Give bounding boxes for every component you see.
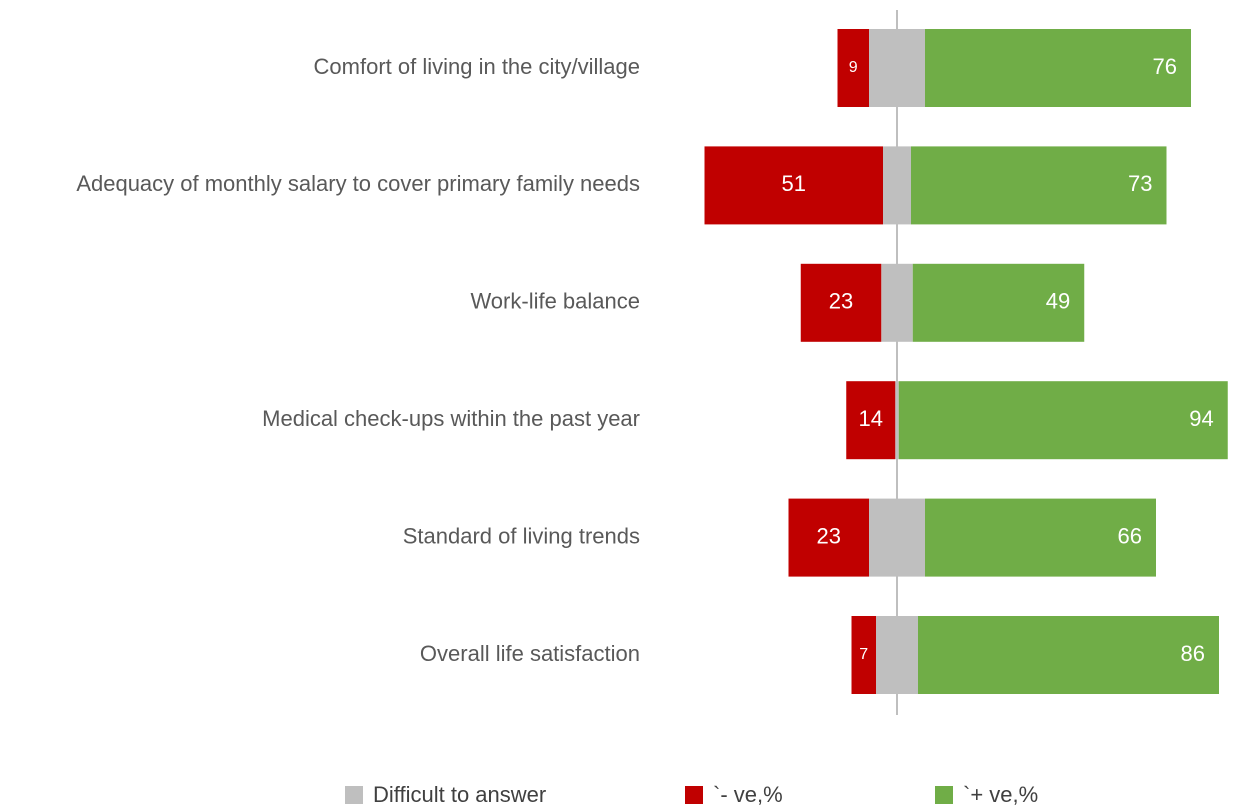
data-label: 14 xyxy=(859,406,883,431)
data-label: 9 xyxy=(849,59,858,76)
category-label: Comfort of living in the city/village xyxy=(314,54,640,79)
bar-negative xyxy=(800,263,882,342)
bar-positive xyxy=(911,146,1167,225)
category-label: Standard of living trends xyxy=(403,523,640,548)
legend-label: Difficult to answer xyxy=(373,782,546,807)
data-label: 86 xyxy=(1181,641,1205,666)
legend-label: `- ve,% xyxy=(713,782,783,807)
data-label: 7 xyxy=(859,646,868,663)
category-label: Medical check-ups within the past year xyxy=(262,406,640,431)
bar-negative xyxy=(788,498,869,577)
bar-negative xyxy=(846,381,896,460)
legend-swatch xyxy=(935,786,953,804)
data-label: 23 xyxy=(817,523,841,548)
bar-negative xyxy=(837,29,869,107)
data-label: 51 xyxy=(782,171,806,196)
category-label: Adequacy of monthly salary to cover prim… xyxy=(76,171,640,196)
bar-positive xyxy=(918,616,1219,694)
bar-negative xyxy=(851,616,876,694)
data-label: 76 xyxy=(1153,54,1177,79)
legend-label: `+ ve,% xyxy=(963,782,1038,807)
bar-positive xyxy=(912,263,1085,342)
bar-positive xyxy=(925,29,1191,107)
category-label: Overall life satisfaction xyxy=(420,641,640,666)
legend-swatch xyxy=(345,786,363,804)
data-label: 66 xyxy=(1118,523,1142,548)
bar-positive xyxy=(925,498,1156,577)
data-label: 94 xyxy=(1189,406,1213,431)
legend-swatch xyxy=(685,786,703,804)
category-label: Work-life balance xyxy=(470,289,640,314)
bar-negative xyxy=(704,146,883,225)
bar-positive xyxy=(898,381,1228,460)
data-label: 49 xyxy=(1046,289,1070,314)
data-label: 23 xyxy=(829,289,853,314)
data-label: 73 xyxy=(1128,171,1152,196)
